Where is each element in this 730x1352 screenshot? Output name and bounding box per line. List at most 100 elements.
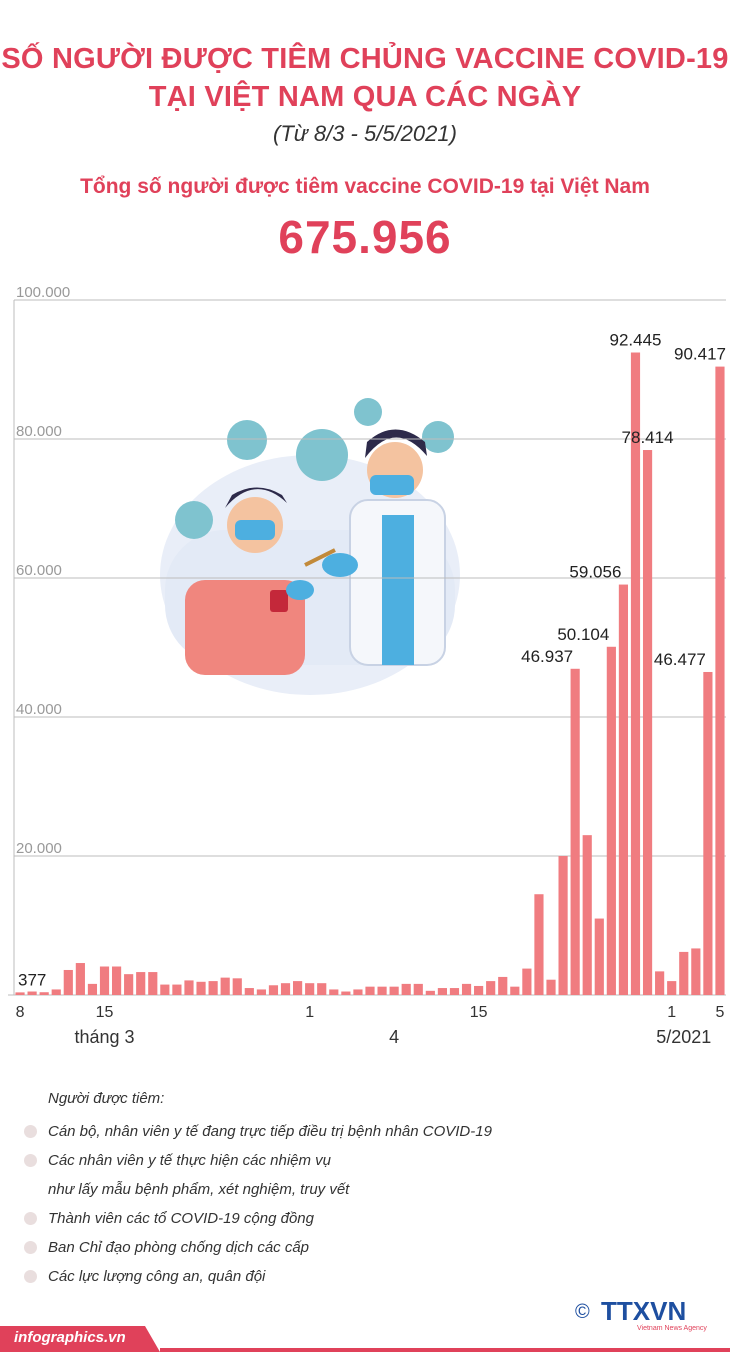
bar [570,668,580,995]
legend-item: Các lực lượng công an, quân đội [24,1262,688,1291]
bar [329,989,339,995]
data-label: 92.445 [609,331,661,350]
bar [256,989,266,995]
footer-line [160,1348,730,1352]
bar [655,971,665,995]
legend-item: Cán bộ, nhân viên y tế đang trực tiếp đi… [24,1117,688,1146]
svg-text:TTXVN: TTXVN [601,1296,686,1326]
virus-icon [175,398,454,539]
svg-text:©: © [575,1301,590,1323]
bar [317,983,327,995]
bar [39,992,49,995]
bar [703,671,713,995]
bar [558,856,568,995]
x-tick-label: 15 [96,1004,114,1021]
bar [51,989,61,995]
footer-bar [0,1326,160,1352]
bar [280,983,291,995]
bar [99,966,110,995]
bar [208,981,218,995]
bar [341,991,351,995]
bar [498,976,508,995]
legend-item-continuation: như lấy mẫu bệnh phẩm, xét nghiệm, truy … [48,1181,350,1198]
y-tick-label: 100.000 [16,284,70,301]
bar [582,835,592,995]
y-tick-label: 40.000 [16,701,62,718]
page-title-line1: SỐ NGƯỜI ĐƯỢC TIÊM CHỦNG VACCINE COVID-1… [1,43,729,75]
bar-chart: 20.000 40.000 60.000 80.000 100.000 377 46.93… [8,284,726,1047]
x-tick-label: 15 [470,1004,488,1021]
data-label: 46.937 [521,647,573,666]
data-label: 59.056 [569,563,621,582]
bullet-icon [24,1154,37,1167]
bar [437,988,447,995]
recipients-legend: Người được tiêm: Cán bộ, nhân viên y tế … [24,1090,688,1291]
bar [594,918,604,995]
bullet-icon [24,1270,37,1283]
bar [148,972,158,995]
bar [691,948,701,995]
date-range-subtitle: (Từ 8/3 - 5/5/2021) [273,121,457,146]
data-label: 377 [18,970,46,989]
total-label: Tổng số người được tiêm vaccine COVID-19… [80,175,650,198]
bar [63,969,73,995]
bar [679,951,689,995]
bar [15,992,25,995]
y-tick-label: 20.000 [16,840,62,857]
x-tick-label: 1 [305,1004,314,1021]
bar [715,366,725,995]
bar [172,984,182,995]
bar [184,980,194,995]
footer-brand: infographics.vn [14,1329,126,1346]
y-tick-label: 80.000 [16,423,62,440]
month-label: 4 [389,1027,399,1047]
month-label: tháng 3 [74,1027,134,1047]
legend-item: Thành viên các tổ COVID-19 cộng đồng [24,1204,688,1233]
bar [365,986,375,995]
data-label: 78.414 [622,428,674,447]
bar [522,968,532,995]
month-label: 5/2021 [656,1027,711,1047]
bar [124,974,134,995]
bar [413,983,423,995]
page-title-line2: TẠI VIỆT NAM QUA CÁC NGÀY [148,81,582,113]
ttxvn-logo: © TTXVN Vietnam News Agency [575,1296,707,1332]
bar [618,584,629,995]
bar [474,985,484,995]
bar [220,977,230,995]
bar [87,983,98,995]
x-tick-label: 8 [16,1004,25,1021]
total-value: 675.956 [278,211,452,263]
data-label: 90.417 [674,345,726,364]
bar [486,981,496,995]
bar [353,989,363,995]
bar [667,981,677,995]
data-label: 50.104 [557,625,609,644]
bar [606,646,616,995]
bar [401,983,411,995]
bar [642,450,653,995]
bar [461,983,472,995]
x-tick-label: 1 [667,1004,676,1021]
bar [232,978,242,995]
bar [293,981,303,995]
bullet-icon [24,1125,37,1138]
svg-text:Vietnam News Agency: Vietnam News Agency [637,1325,707,1332]
bar [196,981,206,995]
bar [111,966,122,995]
legend-item: Ban Chỉ đạo phòng chống dịch các cấp [24,1233,688,1262]
bar [377,986,387,995]
bullet-icon [24,1212,37,1225]
bar [546,979,556,995]
data-label: 46.477 [654,650,706,669]
bar [244,988,254,995]
bar [136,972,146,995]
bullet-icon [24,1241,37,1254]
bar [305,983,315,995]
bar [534,894,544,995]
bar [160,984,170,995]
vaccination-illustration [160,398,460,695]
x-tick-label: 5 [716,1004,725,1021]
bar [510,986,520,995]
bar [425,990,435,995]
